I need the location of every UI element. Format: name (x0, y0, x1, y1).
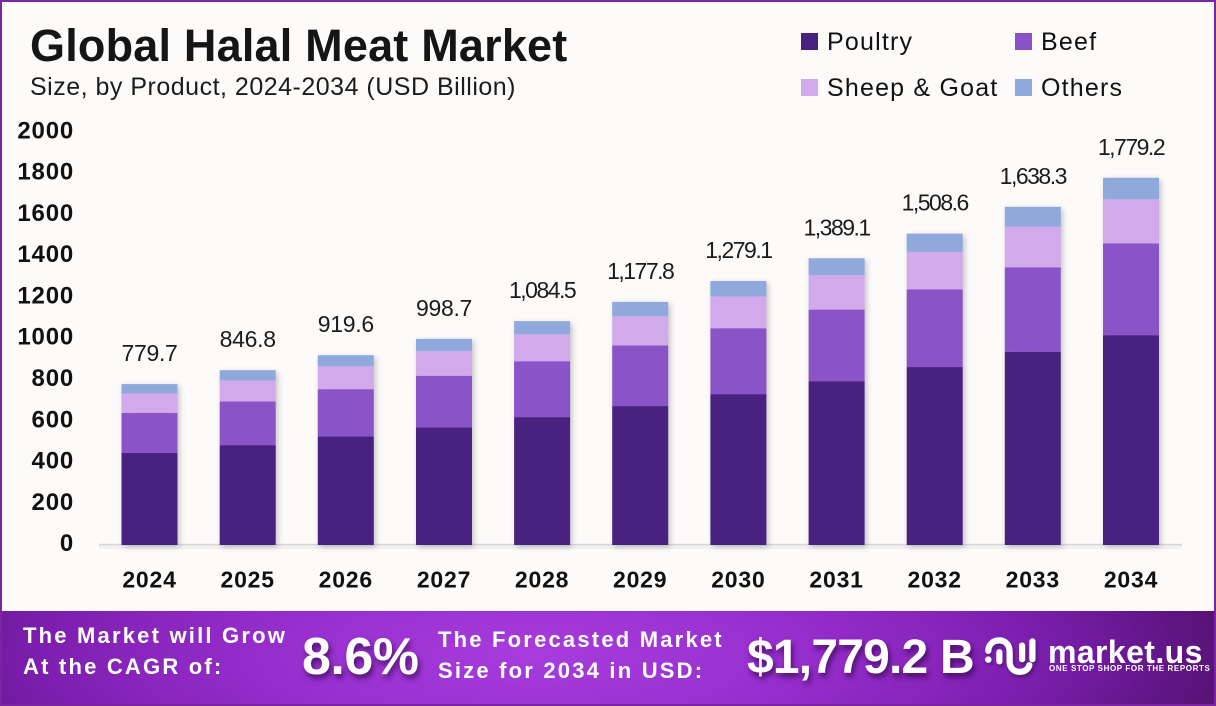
svg-text:2027: 2027 (417, 567, 471, 593)
svg-text:2025: 2025 (221, 567, 275, 593)
svg-text:1,638.3: 1,638.3 (1000, 163, 1067, 189)
svg-text:1,508.6: 1,508.6 (902, 190, 969, 216)
svg-text:846.8: 846.8 (220, 326, 276, 352)
svg-text:600: 600 (32, 406, 74, 433)
svg-text:400: 400 (32, 448, 74, 475)
svg-text:2029: 2029 (613, 567, 667, 593)
svg-text:919.6: 919.6 (318, 311, 374, 337)
svg-text:800: 800 (32, 365, 74, 392)
svg-text:779.7: 779.7 (121, 340, 177, 366)
svg-text:1800: 1800 (17, 159, 74, 186)
svg-text:2000: 2000 (17, 117, 74, 144)
svg-text:2031: 2031 (809, 567, 863, 593)
svg-text:1600: 1600 (17, 200, 74, 227)
svg-text:200: 200 (32, 489, 74, 516)
svg-text:2034: 2034 (1104, 567, 1158, 593)
svg-text:1,779.2: 1,779.2 (1098, 134, 1165, 160)
svg-text:2026: 2026 (319, 567, 373, 593)
svg-text:1000: 1000 (17, 324, 74, 351)
svg-text:0: 0 (60, 530, 74, 557)
svg-text:1,177.8: 1,177.8 (607, 258, 674, 284)
svg-text:1,084.5: 1,084.5 (509, 277, 576, 303)
svg-text:1,389.1: 1,389.1 (803, 214, 870, 240)
svg-text:2028: 2028 (515, 567, 569, 593)
svg-text:2032: 2032 (908, 567, 962, 593)
svg-text:1400: 1400 (17, 241, 74, 268)
svg-text:1200: 1200 (17, 282, 74, 309)
svg-text:2024: 2024 (122, 567, 176, 593)
svg-text:2030: 2030 (711, 567, 765, 593)
svg-text:998.7: 998.7 (416, 295, 472, 321)
svg-text:1,279.1: 1,279.1 (705, 237, 772, 263)
svg-text:2033: 2033 (1006, 567, 1060, 593)
